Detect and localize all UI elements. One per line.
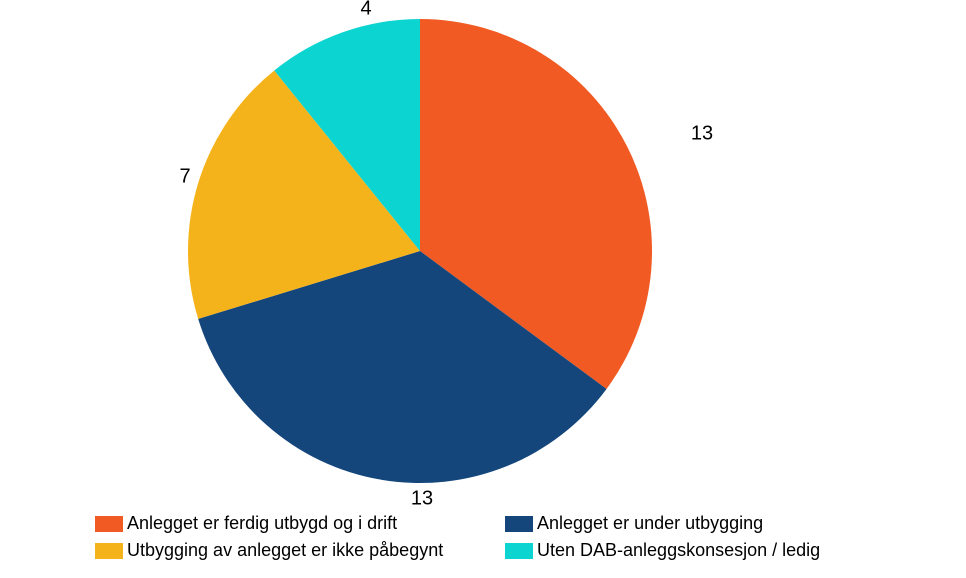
legend-label-1: Anlegget er under utbygging	[537, 513, 763, 534]
pie-chart-svg	[0, 0, 966, 578]
legend-swatch-3	[505, 543, 533, 559]
pie-chart-container: 13 13 7 4 Anlegget er ferdig utbygd og i dr…	[0, 0, 966, 578]
legend-item-2: Utbygging av anlegget er ikke påbegynt	[95, 540, 505, 561]
legend-item-0: Anlegget er ferdig utbygd og i drift	[95, 513, 505, 534]
slice-value-label-0: 13	[691, 123, 713, 146]
legend-item-3: Uten DAB-anleggskonsesjon / ledig	[505, 540, 915, 561]
slice-value-label-1: 13	[411, 488, 433, 511]
slice-value-label-2: 7	[179, 166, 190, 189]
legend-swatch-1	[505, 516, 533, 532]
legend-label-0: Anlegget er ferdig utbygd og i drift	[127, 513, 397, 534]
legend-label-3: Uten DAB-anleggskonsesjon / ledig	[537, 540, 820, 561]
legend: Anlegget er ferdig utbygd og i drift Anl…	[95, 513, 915, 567]
legend-label-2: Utbygging av anlegget er ikke påbegynt	[127, 540, 443, 561]
slice-value-label-3: 4	[360, 0, 371, 21]
legend-item-1: Anlegget er under utbygging	[505, 513, 915, 534]
legend-swatch-2	[95, 543, 123, 559]
legend-swatch-0	[95, 516, 123, 532]
